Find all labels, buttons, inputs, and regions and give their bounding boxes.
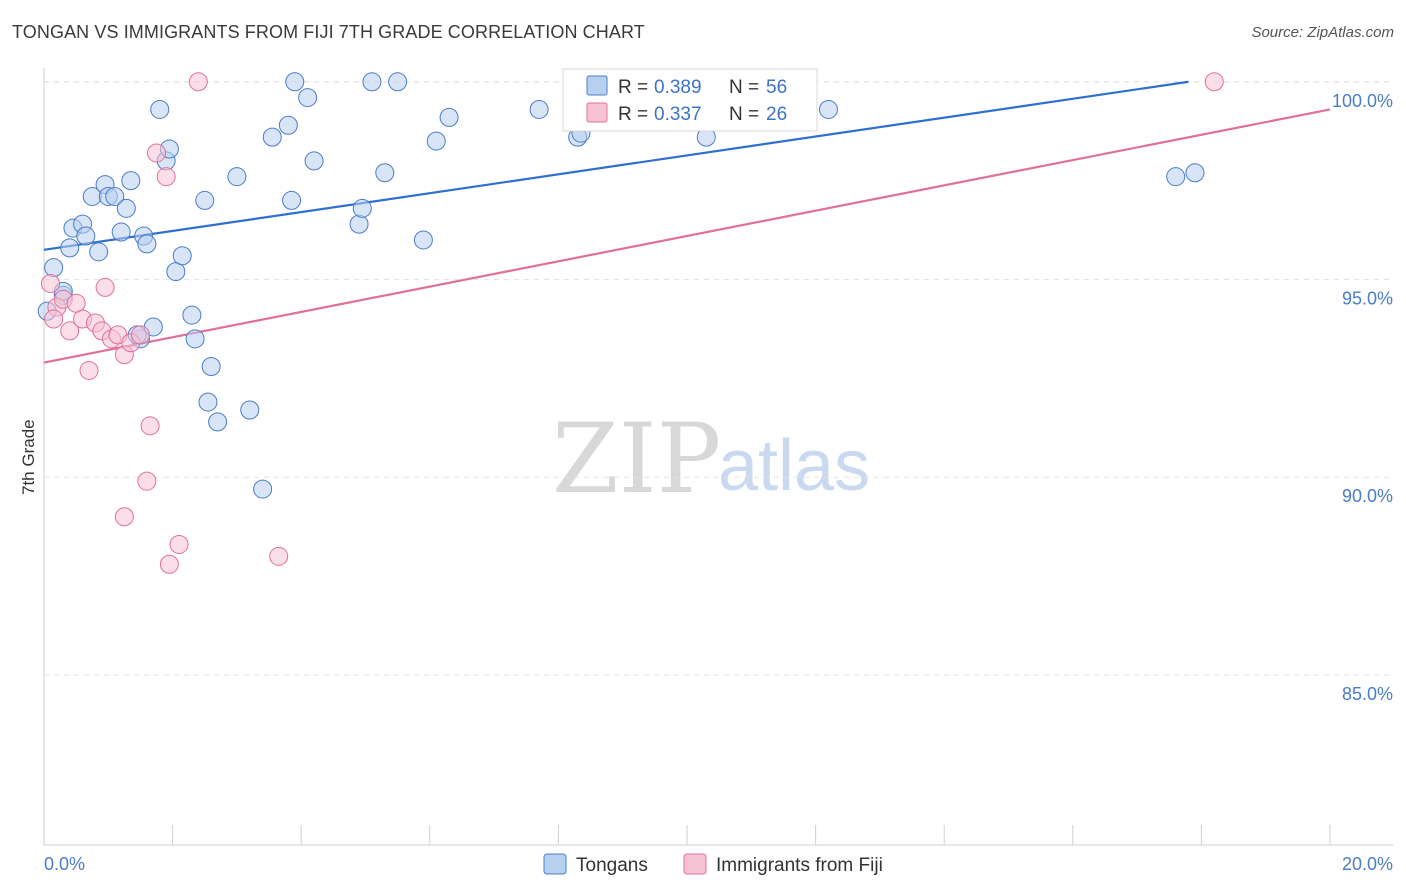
y-tick-label: 85.0% [1342, 684, 1393, 704]
point-tongans [166, 262, 186, 282]
legend-swatch-fiji [586, 102, 608, 123]
point-tongans [240, 400, 260, 420]
y-tick-label: 100.0% [1332, 91, 1393, 111]
point-fiji [188, 72, 208, 92]
data-points [37, 72, 1224, 574]
point-fiji [169, 534, 189, 554]
point-fiji [137, 471, 157, 491]
axes [43, 68, 1393, 846]
legend-r-label-1: R = [618, 77, 648, 98]
bottom-legend-fiji: Immigrants from Fiji [716, 855, 883, 876]
point-tongans [818, 99, 838, 119]
point-tongans [262, 127, 282, 147]
point-tongans [185, 329, 205, 349]
series-legend: Tongans Immigrants from Fiji [543, 853, 883, 876]
point-tongans [89, 242, 109, 262]
point-fiji [140, 416, 160, 436]
y-tick-labels: 85.0% 90.0% 95.0% 100.0% [1332, 91, 1393, 704]
point-tongans [388, 72, 408, 92]
watermark-atlas: atlas [718, 426, 870, 506]
trend-line-tongans [43, 80, 1189, 251]
bottom-legend-swatch-tongans [543, 853, 567, 875]
point-fiji [147, 143, 167, 163]
point-fiji [95, 277, 115, 297]
legend-r-value-1: 0.389 [654, 77, 702, 98]
point-fiji [79, 360, 99, 380]
point-tongans [375, 163, 395, 183]
point-tongans [116, 198, 136, 218]
point-fiji [159, 554, 179, 574]
legend-n-label-2: N = [729, 104, 759, 125]
point-tongans [105, 186, 125, 206]
source-label: Source: ZipAtlas.com [1251, 24, 1394, 41]
point-tongans [253, 479, 273, 499]
trend-line-fiji [43, 108, 1331, 364]
point-tongans [150, 99, 170, 119]
point-fiji [156, 167, 176, 187]
point-tongans [76, 226, 96, 246]
y-axis-label: 7th Grade [19, 419, 38, 495]
point-tongans [278, 115, 298, 135]
bottom-legend-tongans: Tongans [576, 855, 648, 876]
chart-title: TONGAN VS IMMIGRANTS FROM FIJI 7TH GRADE… [12, 22, 645, 42]
point-tongans [282, 190, 302, 210]
legend-r-label-2: R = [618, 104, 648, 125]
point-tongans [201, 357, 221, 376]
point-tongans [298, 88, 318, 108]
stats-legend: R = 0.389 N = 56 R = 0.337 N = 26 [562, 68, 818, 132]
point-tongans [362, 72, 382, 92]
point-tongans [1185, 163, 1205, 183]
point-fiji [44, 309, 64, 329]
legend-n-value-2: 26 [766, 104, 787, 125]
point-fiji [114, 507, 134, 527]
point-tongans [121, 171, 141, 191]
y-tick-label: 95.0% [1342, 289, 1393, 309]
point-fiji [60, 321, 80, 341]
point-tongans [198, 392, 218, 412]
point-tongans [44, 258, 64, 278]
point-tongans [195, 190, 215, 210]
trend-lines [43, 80, 1331, 364]
point-fiji [66, 293, 86, 313]
point-tongans [426, 131, 446, 151]
x-tick-label: 20.0% [1342, 854, 1393, 874]
point-tongans [304, 151, 324, 171]
point-tongans [137, 234, 157, 254]
point-fiji [1204, 72, 1224, 92]
point-fiji [130, 325, 150, 345]
point-tongans [285, 72, 305, 92]
point-tongans [60, 238, 80, 258]
point-tongans [182, 305, 202, 325]
point-fiji [40, 273, 60, 293]
legend-swatch-tongans [586, 75, 608, 96]
point-tongans [227, 167, 247, 187]
legend-n-value-1: 56 [766, 77, 787, 98]
point-tongans [172, 246, 192, 266]
point-tongans [439, 107, 459, 127]
legend-r-value-2: 0.337 [654, 104, 702, 125]
watermark-zip: ZIP [552, 403, 721, 515]
point-tongans [352, 198, 372, 218]
point-tongans [349, 214, 369, 234]
point-tongans [413, 230, 433, 250]
bottom-legend-swatch-fiji [683, 853, 707, 875]
legend-n-label-1: N = [729, 77, 759, 98]
y-tick-label: 90.0% [1342, 486, 1393, 506]
point-tongans [1166, 167, 1186, 187]
point-tongans [529, 99, 549, 119]
point-tongans [208, 412, 228, 432]
point-fiji [269, 546, 289, 566]
point-tongans [111, 222, 131, 242]
x-tick-labels: 0.0% 20.0% [44, 854, 1393, 874]
x-tick-label: 0.0% [44, 854, 85, 874]
